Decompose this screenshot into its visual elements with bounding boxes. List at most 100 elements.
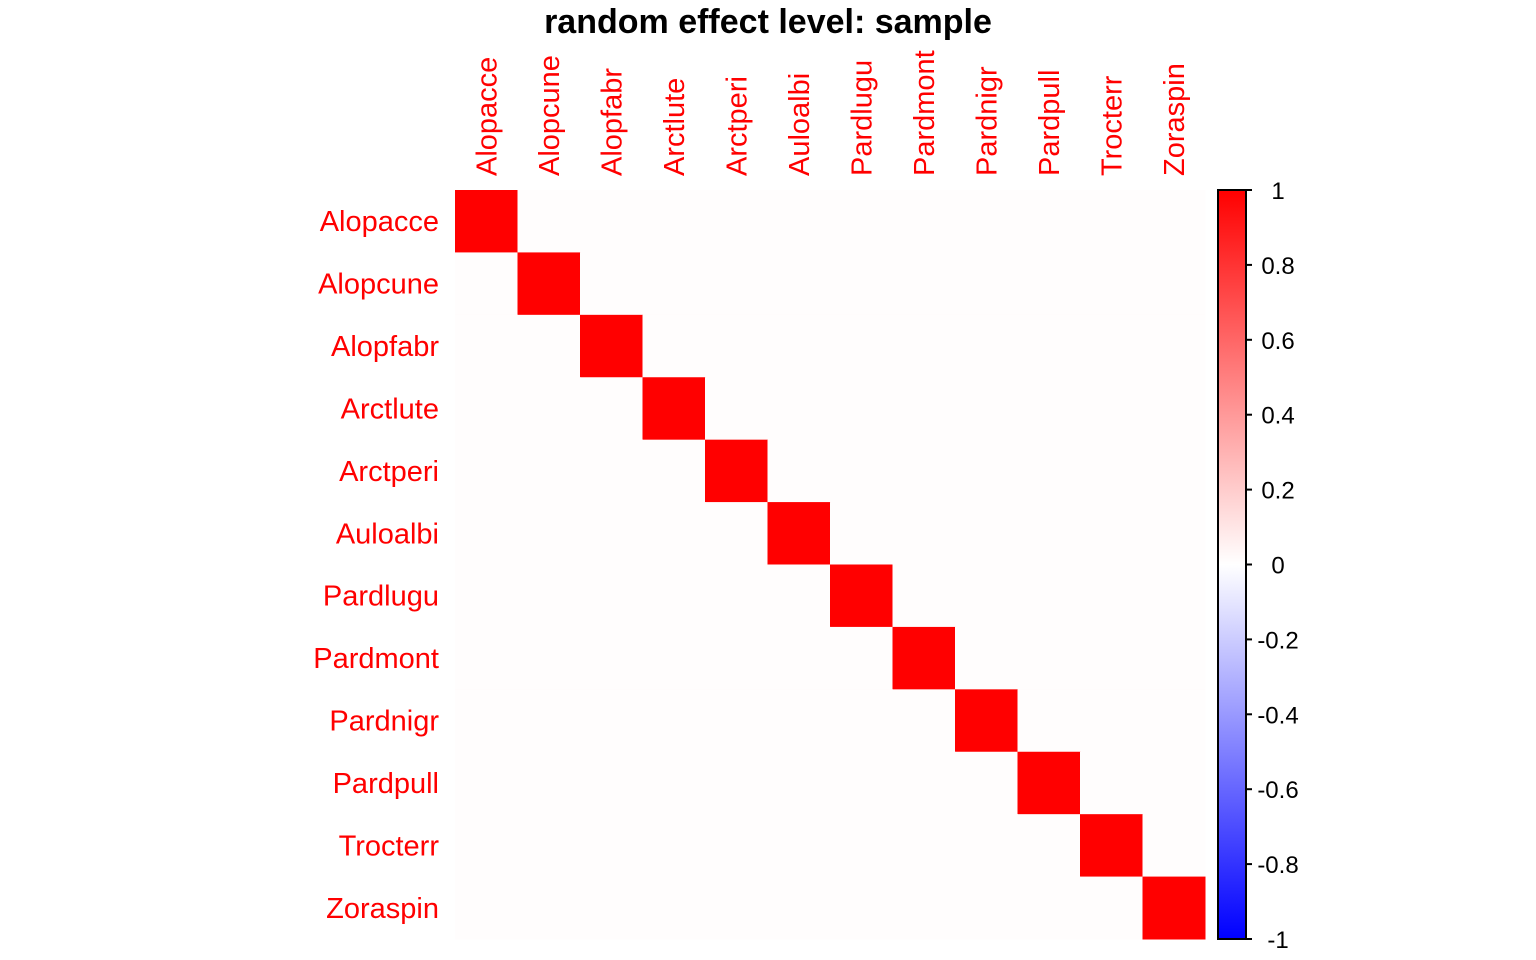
heatmap-cell [455,626,518,690]
column-label: Alopfabr [596,68,628,176]
heatmap-cell [455,502,518,565]
heatmap-cell [955,314,1018,378]
heatmap-cell [642,689,706,753]
heatmap-cell [517,190,581,253]
heatmap-cell [1017,377,1081,441]
heatmap-cell [580,377,643,441]
heatmap-cell [517,876,581,940]
heatmap-cell [1080,876,1143,940]
row-labels: Alopacce Alopcune Alopfabr Arctlute Arctperi… [313,206,439,925]
heatmap-cell [705,439,768,503]
heatmap-cell [1142,689,1206,753]
heatmap-cell [705,190,768,253]
heatmap-cell [767,876,831,940]
heatmap-cell [767,190,831,253]
heatmap-cell [455,190,518,253]
heatmap-cell [1142,564,1206,628]
heatmap-cell [705,814,768,878]
heatmap-cell [1080,689,1143,753]
column-label: Zoraspin [1159,63,1191,176]
heatmap-cell [1017,876,1081,940]
row-label: Pardmont [313,643,439,675]
heatmap-cell [642,564,706,628]
heatmap-cell [517,689,581,753]
heatmap-cell [642,814,706,878]
heatmap-cell [642,377,706,441]
heatmap-cell [580,190,643,253]
heatmap-cell [1080,626,1143,690]
column-label: Alopacce [471,57,503,176]
heatmap-cell [955,564,1018,628]
heatmap-cell [642,751,706,815]
colorbar-tick-label: -0.4 [1257,702,1298,729]
heatmap-cell [892,439,956,503]
heatmap-cell [830,439,893,503]
heatmap-cell [517,252,581,316]
heatmap-cell [892,564,956,628]
heatmap-cell [1080,814,1143,878]
heatmap-cell [892,689,956,753]
heatmap-cell [955,689,1018,753]
heatmap-cell [517,814,581,878]
heatmap-cell [705,377,768,441]
heatmap-cell [830,626,893,690]
heatmap-cell [955,502,1018,565]
heatmap-cell [767,751,831,815]
heatmap-cell [955,751,1018,815]
heatmap-cell [1017,751,1081,815]
heatmap-cell [892,502,956,565]
heatmap-cell [1017,252,1081,316]
heatmap-cell [580,252,643,316]
heatmap-cell [1080,314,1143,378]
row-label: Auloalbi [336,518,439,550]
heatmap-cell [892,252,956,316]
heatmap-cell [830,876,893,940]
heatmap-cells [455,190,1206,940]
column-label: Auloalbi [784,73,816,176]
row-label: Pardpull [333,768,439,800]
heatmap-cell [830,564,893,628]
heatmap-cell [767,564,831,628]
heatmap-cell [892,190,956,253]
heatmap-cell [642,190,706,253]
colorbar-tick-label: -1 [1267,927,1288,954]
heatmap-cell [955,377,1018,441]
colorbar-tick-label: 0.4 [1261,403,1294,430]
heatmap-cell [892,876,956,940]
heatmap-cell [580,564,643,628]
heatmap-cell [1017,502,1081,565]
row-label: Alopacce [320,206,439,238]
heatmap-cell [517,564,581,628]
heatmap-cell [1142,314,1206,378]
colorbar-tick-label: -0.8 [1257,852,1298,879]
heatmap-cell [767,626,831,690]
column-label: Pardlugu [846,60,878,176]
heatmap-cell [1017,314,1081,378]
heatmap-cell [1017,190,1081,253]
heatmap-cell [455,876,518,940]
heatmap-cell [705,502,768,565]
heatmap-cell [1142,751,1206,815]
heatmap-cell [830,689,893,753]
heatmap-cell [455,252,518,316]
heatmap-cell [1142,377,1206,441]
heatmap-cell [1017,814,1081,878]
heatmap-cell [1080,190,1143,253]
column-label: Alopcune [534,55,566,176]
colorbar-tick-label: -0.2 [1257,627,1298,654]
column-label: Pardpull [1034,70,1066,176]
heatmap-cell [830,377,893,441]
heatmap-cell [580,876,643,940]
heatmap-cell [705,314,768,378]
colorbar-tick-label: 0.6 [1261,328,1294,355]
heatmap-cell [642,626,706,690]
heatmap-cell [580,814,643,878]
heatmap-cell [767,814,831,878]
row-label: Pardnigr [329,706,439,738]
heatmap-cell [767,377,831,441]
heatmap-cell [955,439,1018,503]
heatmap-cell [767,252,831,316]
heatmap-cell [767,314,831,378]
heatmap-cell [1017,689,1081,753]
